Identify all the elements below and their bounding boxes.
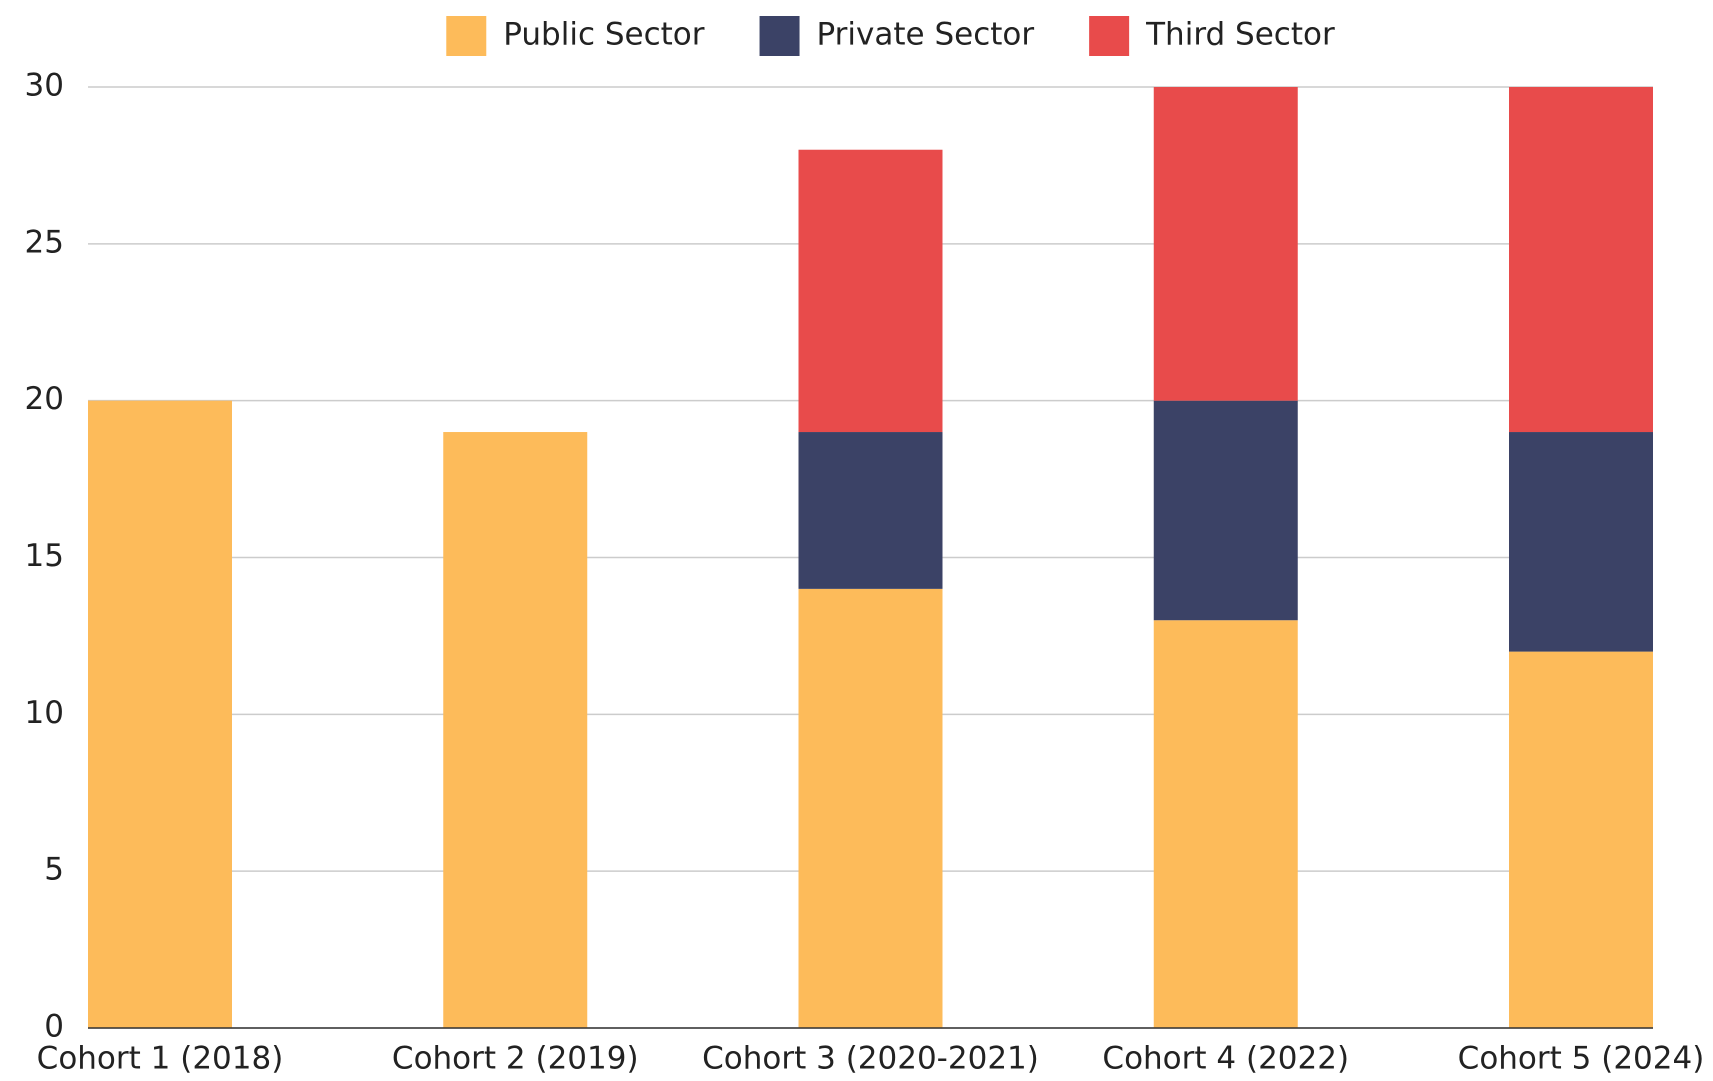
x-tick-label: Cohort 5 (2024)	[1458, 1041, 1705, 1077]
y-tick-label: 0	[44, 1009, 64, 1045]
bar-segment	[798, 588, 943, 1028]
legend-swatch	[1089, 16, 1130, 56]
y-tick-label: 25	[25, 224, 64, 260]
bar-segment	[1509, 651, 1653, 1028]
legend-label: Private Sector	[817, 17, 1035, 53]
legend-label: Public Sector	[503, 17, 705, 53]
y-tick-label: 5	[44, 852, 64, 888]
bar-segment	[798, 149, 943, 433]
y-tick-label: 30	[25, 68, 64, 104]
bar-segment	[1153, 87, 1298, 401]
y-tick-label: 20	[25, 381, 64, 417]
bar-segment	[88, 400, 232, 1029]
bar-segment	[798, 432, 943, 589]
legend-label: Third Sector	[1145, 17, 1335, 53]
legend-swatch	[446, 16, 487, 56]
x-tick-label: Cohort 3 (2020-2021)	[702, 1041, 1039, 1077]
bar-segment	[1153, 400, 1298, 621]
x-tick-label: Cohort 2 (2019)	[392, 1041, 639, 1077]
x-tick-label: Cohort 4 (2022)	[1102, 1041, 1349, 1077]
bar-segment	[1509, 432, 1653, 652]
y-tick-label: 10	[25, 695, 64, 731]
bar-segment	[1509, 87, 1653, 433]
y-tick-label: 15	[25, 538, 64, 574]
x-tick-label: Cohort 1 (2018)	[37, 1041, 284, 1077]
bar-segment	[1153, 620, 1298, 1028]
legend-swatch	[759, 16, 800, 56]
bar-segment	[443, 432, 588, 1028]
